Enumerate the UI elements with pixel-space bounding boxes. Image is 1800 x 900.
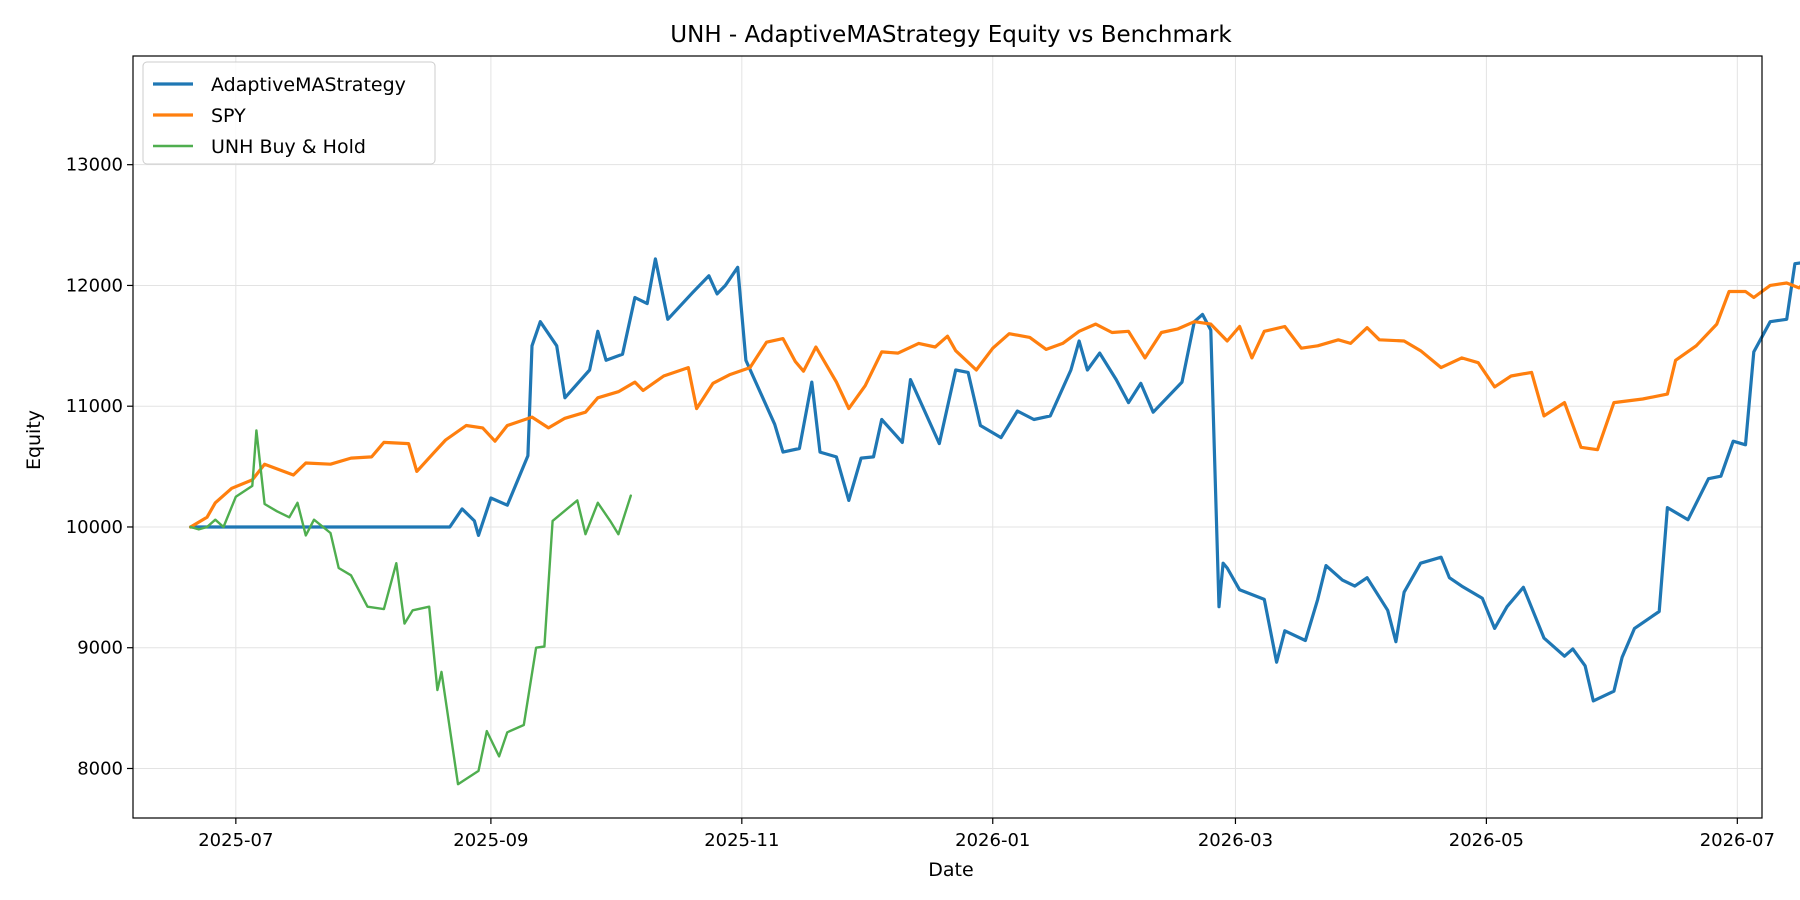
x-tick-label: 2025-09 — [453, 830, 528, 851]
x-tick-label: 2025-07 — [198, 830, 273, 851]
y-tick-label: 12000 — [66, 275, 123, 296]
legend-label: AdaptiveMAStrategy — [211, 74, 406, 96]
legend: AdaptiveMAStrategy SPY UNH Buy & Hold — [142, 61, 436, 165]
series-line-spy — [189, 281, 1800, 529]
x-tick-label: 2025-11 — [704, 830, 779, 851]
x-axis: 2025-07 2025-09 2025-11 2026-01 2026-03 2026-… — [198, 818, 1775, 851]
series-line-adaptivemastrategy — [189, 257, 1800, 703]
y-tick-label: 11000 — [66, 396, 123, 417]
x-tick-label: 2026-05 — [1449, 830, 1524, 851]
y-tick-label: 13000 — [66, 155, 123, 176]
series-layer — [189, 257, 1800, 786]
x-tick-label: 2026-07 — [1700, 830, 1775, 851]
y-tick-label: 8000 — [77, 758, 123, 779]
x-tick-label: 2026-01 — [955, 830, 1030, 851]
legend-box — [142, 61, 436, 165]
legend-label: SPY — [211, 105, 246, 127]
plot-frame — [132, 55, 1763, 819]
y-axis: 8000 9000 10000 11000 12000 13000 — [66, 155, 133, 779]
y-tick-label: 10000 — [66, 517, 123, 538]
x-axis-title: Date — [928, 859, 973, 881]
y-tick-label: 9000 — [77, 638, 123, 659]
y-axis-title: Equity — [23, 410, 45, 470]
x-tick-label: 2026-03 — [1198, 830, 1273, 851]
series-line-unh-buy-hold — [189, 429, 632, 786]
chart-title: UNH - AdaptiveMAStrategy Equity vs Bench… — [670, 22, 1232, 48]
legend-label: UNH Buy & Hold — [211, 136, 366, 158]
